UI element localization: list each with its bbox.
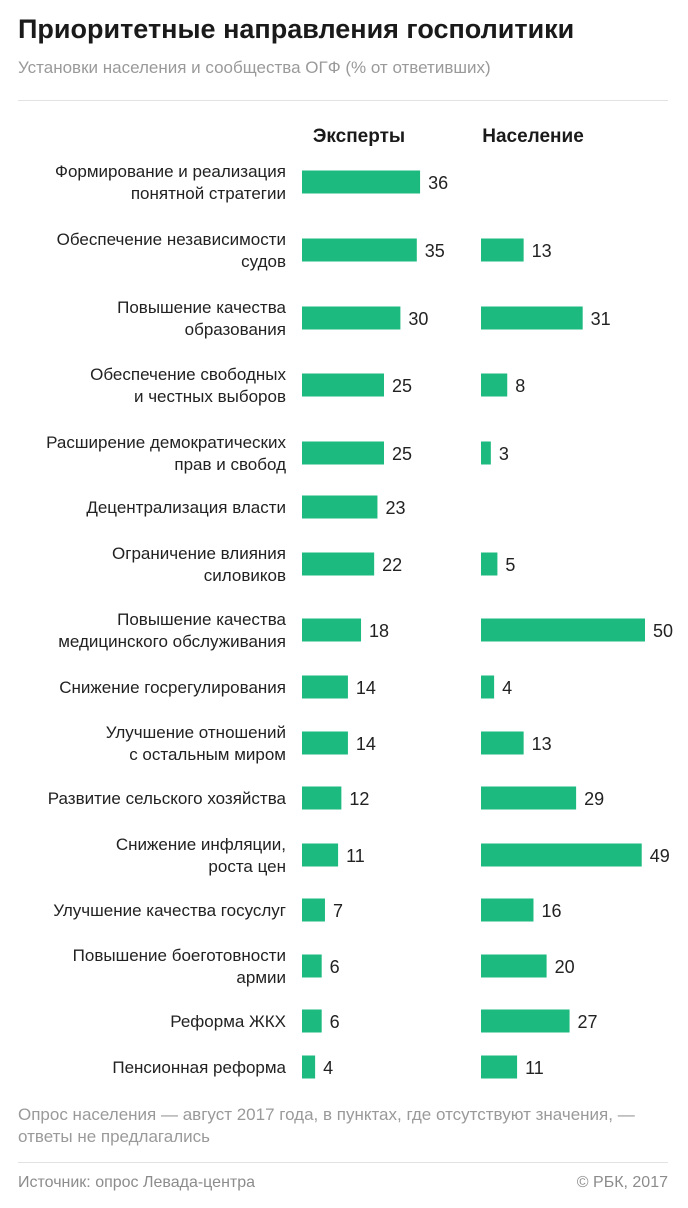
- bar-value-label: 11: [525, 1058, 544, 1078]
- bar: [302, 170, 421, 194]
- category-label: Обеспечение независимости: [57, 230, 286, 249]
- category-label: Снижение госрегулирования: [59, 678, 286, 697]
- bar: [481, 552, 498, 576]
- category-label: прав и свобод: [174, 455, 286, 474]
- bar: [302, 495, 378, 519]
- bar: [481, 1055, 518, 1079]
- bar-value-label: 14: [356, 678, 376, 698]
- bar: [481, 1009, 570, 1033]
- bar-value-label: 8: [515, 376, 525, 396]
- bar: [481, 786, 577, 810]
- bar-value-label: 31: [591, 309, 611, 329]
- series-header: Население: [482, 126, 584, 147]
- bar-value-label: 50: [653, 621, 673, 641]
- bar: [302, 843, 339, 867]
- category-label: Повышение боеготовности: [73, 946, 286, 965]
- category-label: Повышение качества: [117, 298, 286, 317]
- category-label: судов: [241, 252, 286, 271]
- chart-title: Приоритетные направления госполитики: [18, 14, 575, 44]
- bar: [302, 731, 348, 755]
- bar-value-label: 27: [578, 1012, 598, 1032]
- category-label: роста цен: [208, 857, 286, 876]
- bar-value-label: 6: [330, 1012, 340, 1032]
- bar-value-label: 4: [323, 1058, 333, 1078]
- bar: [302, 1009, 322, 1033]
- bar-value-label: 35: [425, 241, 445, 261]
- category-label: Развитие сельского хозяйства: [48, 789, 287, 808]
- bar-value-label: 13: [532, 241, 552, 261]
- bar: [481, 441, 491, 465]
- bar-value-label: 36: [428, 173, 448, 193]
- category-label: Децентрализация власти: [86, 498, 286, 517]
- bar-value-label: 4: [502, 678, 512, 698]
- bar: [481, 954, 547, 978]
- copyright-text: © РБК, 2017: [576, 1174, 668, 1191]
- category-label: с остальным миром: [129, 745, 286, 764]
- bar-value-label: 18: [369, 621, 389, 641]
- bar: [302, 373, 384, 397]
- bar: [302, 1055, 316, 1079]
- header-divider: [18, 100, 668, 101]
- bar-value-label: 11: [346, 846, 365, 866]
- bar: [302, 786, 342, 810]
- bar-value-label: 14: [356, 734, 376, 754]
- category-label: Обеспечение свободных: [90, 365, 286, 384]
- bar-value-label: 30: [408, 309, 428, 329]
- bar-value-label: 49: [650, 846, 670, 866]
- bar: [302, 898, 325, 922]
- bar-value-label: 25: [392, 376, 412, 396]
- bar-value-label: 29: [584, 789, 604, 809]
- bar-value-label: 3: [499, 444, 509, 464]
- category-label: Реформа ЖКХ: [170, 1012, 286, 1031]
- category-label: Улучшение отношений: [106, 723, 286, 742]
- category-label: армии: [236, 968, 286, 987]
- category-label: и честных выборов: [134, 387, 286, 406]
- bar: [302, 954, 322, 978]
- bar: [302, 618, 362, 642]
- bar-value-label: 23: [385, 498, 405, 518]
- category-label: Повышение качества: [117, 610, 286, 629]
- bar: [481, 843, 642, 867]
- category-label: Улучшение качества госуслуг: [53, 901, 286, 920]
- bar: [481, 675, 495, 699]
- bar: [481, 238, 524, 262]
- bar-value-label: 12: [349, 789, 369, 809]
- bar: [481, 373, 508, 397]
- bar: [481, 898, 534, 922]
- category-label: Расширение демократических: [46, 433, 286, 452]
- bar: [481, 618, 645, 642]
- bar: [481, 306, 583, 330]
- footer-divider: [18, 1162, 668, 1163]
- category-label: образования: [185, 320, 286, 339]
- category-label: медицинского обслуживания: [58, 632, 286, 651]
- series-header: Эксперты: [313, 126, 405, 147]
- category-label: Пенсионная реформа: [112, 1058, 286, 1077]
- survey-note: Опрос населения — август 2017 года, в пу…: [18, 1105, 635, 1146]
- category-label: Ограничение влияния: [112, 544, 286, 563]
- source-text: Источник: опрос Левада-центра: [18, 1174, 256, 1191]
- category-label: понятной стратегии: [131, 184, 286, 203]
- bar-value-label: 20: [555, 957, 575, 977]
- bar-value-label: 6: [330, 957, 340, 977]
- category-label: силовиков: [204, 566, 286, 585]
- bar-value-label: 22: [382, 555, 402, 575]
- bar: [302, 238, 417, 262]
- bar-value-label: 16: [541, 901, 561, 921]
- bar-value-label: 25: [392, 444, 412, 464]
- bar: [302, 441, 384, 465]
- bar-value-label: 7: [333, 901, 343, 921]
- bar: [302, 552, 375, 576]
- chart-subtitle: Установки населения и сообщества ОГФ (% …: [18, 58, 491, 77]
- bar: [302, 675, 348, 699]
- category-label: Формирование и реализация: [55, 162, 286, 181]
- category-label: Снижение инфляции,: [116, 835, 286, 854]
- bar: [481, 731, 524, 755]
- bar-chart: Эксперты Население Формирование и реализац…: [46, 126, 673, 1079]
- bar-value-label: 13: [532, 734, 552, 754]
- bar-value-label: 5: [505, 555, 515, 575]
- bar: [302, 306, 401, 330]
